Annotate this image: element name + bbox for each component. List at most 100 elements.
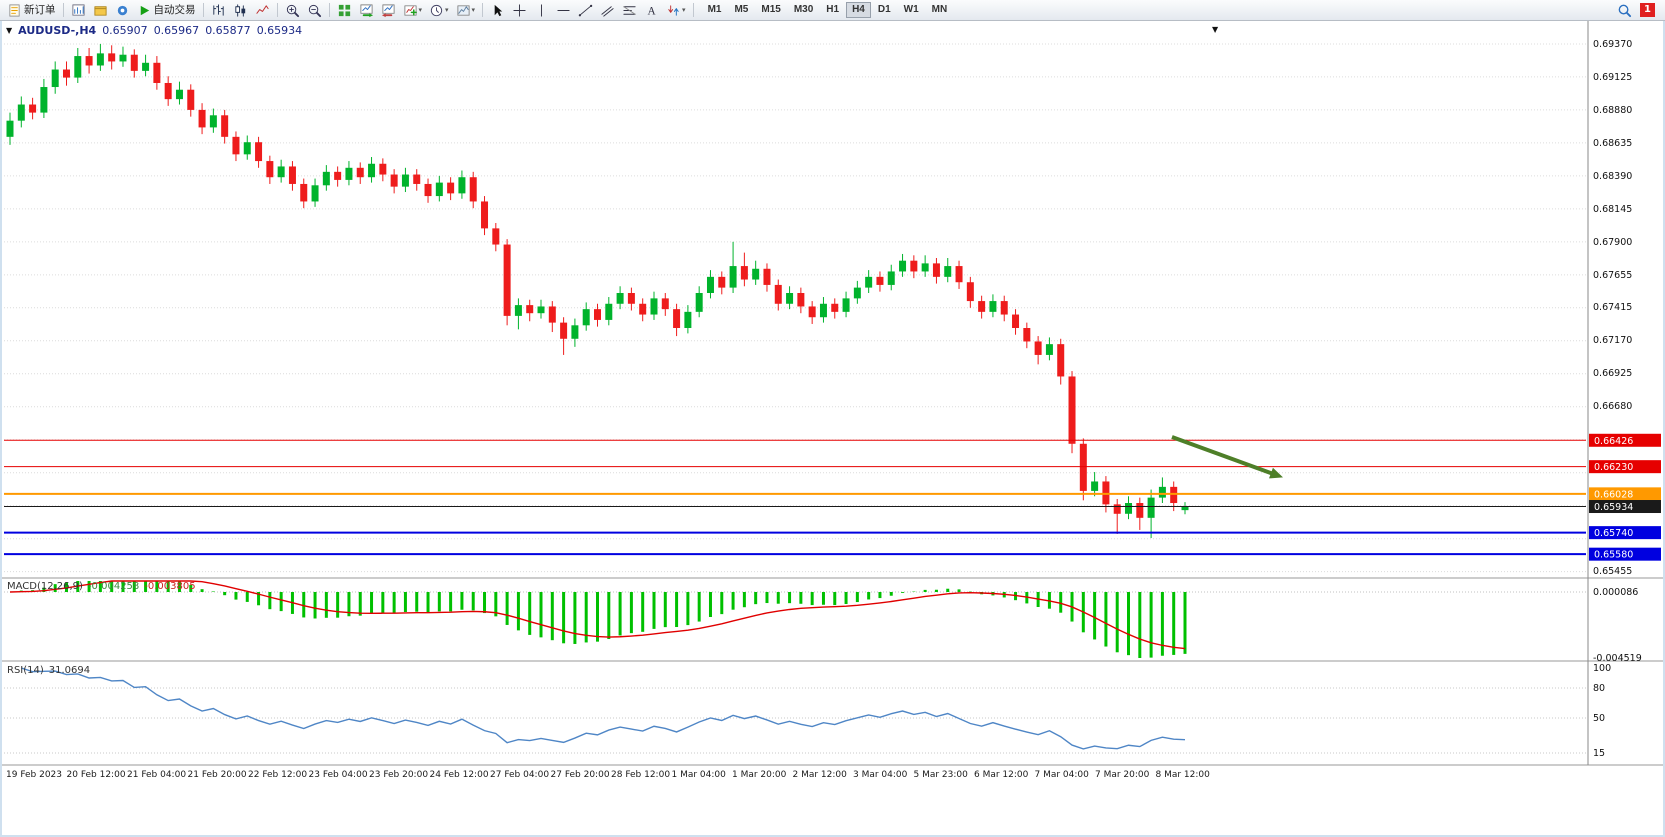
candle [345, 167, 353, 180]
timeframe-m5-button[interactable]: M5 [728, 2, 754, 18]
candle [865, 276, 873, 288]
candle [232, 136, 240, 155]
templates-caret-icon: ▾ [471, 7, 476, 14]
candle [639, 303, 647, 315]
time-label: 19 Feb 2023 [6, 770, 63, 780]
toolbar-separator [692, 3, 694, 17]
arrows-icon [666, 3, 681, 18]
toolbar-horizontal-line-button[interactable] [553, 1, 574, 19]
candle [164, 82, 172, 100]
toolbar-candlestick-chart-button[interactable] [230, 1, 251, 19]
candle [786, 292, 794, 304]
toolbar-tile-windows-button[interactable] [334, 1, 355, 19]
candle [944, 266, 952, 277]
time-label: 5 Mar 23:00 [913, 770, 968, 780]
macd-panel: 0.000086 -0.004519 [4, 580, 1642, 664]
high-value: 0.65967 [153, 24, 200, 37]
trend-arrow[interactable] [1171, 435, 1283, 479]
candle [594, 309, 601, 320]
rsi-value: 31.0694 [48, 665, 91, 676]
time-label: 27 Feb 04:00 [490, 770, 550, 780]
toolbar-separator [482, 3, 484, 17]
rsi-level-label: 15 [1593, 748, 1605, 759]
candle [752, 268, 760, 280]
toolbar-separator [62, 3, 64, 17]
candle [955, 266, 963, 283]
candle [605, 303, 613, 320]
toolbar-fibonacci-button[interactable] [619, 1, 640, 19]
main-toolbar: 新订单 自动交易 ▾ ▾ ▾ A ▾ M1 M5 M15 M30 H1 H4 D1 W1 MN 1 [0, 0, 1665, 21]
candle [627, 292, 635, 304]
candle [684, 311, 692, 329]
candle [1045, 344, 1053, 355]
chart-title: ▼ AUDUSD-,H4 0.65907 0.65967 0.65877 0.6… [6, 24, 302, 37]
equidistant-channel-icon [600, 3, 615, 18]
toolbar-auto-trading-button[interactable]: 自动交易 [134, 1, 199, 19]
chart-end-marker: ▼ [1212, 25, 1219, 34]
candle [108, 53, 116, 62]
toolbar-auto-scroll-button[interactable] [356, 1, 377, 19]
toolbar-profiles-button[interactable] [90, 1, 111, 19]
toolbar-line-chart-button[interactable] [252, 1, 273, 19]
timeframe-m30-button[interactable]: M30 [788, 2, 819, 18]
candle [153, 62, 161, 83]
timeframe-d1-button[interactable]: D1 [872, 2, 897, 18]
candle [379, 163, 387, 175]
timeframe-h1-button[interactable]: H1 [820, 2, 845, 18]
rsi-name: RSI(14) [7, 665, 44, 676]
toolbar-chart-shift-button[interactable] [378, 1, 399, 19]
time-label: 3 Mar 04:00 [853, 770, 908, 780]
price-chart[interactable]: 0.69370 0.69125 0.68880 0.68635 0.68390 0.681… [0, 20, 1665, 837]
timeframe-m15-button[interactable]: M15 [755, 2, 786, 18]
macd-label: MACD(12,26,9) -0.004258 -0.003805 [7, 581, 196, 592]
toolbar-new-chart-button[interactable] [68, 1, 89, 19]
close-value: 0.65934 [256, 24, 303, 37]
toolbar-search-button[interactable] [1614, 1, 1635, 19]
candle [1023, 328, 1031, 342]
toolbar-vertical-line-button[interactable] [531, 1, 552, 19]
toolbar-zoom-out-button[interactable] [304, 1, 325, 19]
toolbar-trendline-button[interactable] [575, 1, 596, 19]
toolbar-bar-chart-button[interactable] [208, 1, 229, 19]
time-axis[interactable]: 19 Feb 2023 20 Feb 12:00 21 Feb 04:00 21 Fe… [0, 767, 1591, 785]
timeframe-mn-button[interactable]: MN [926, 2, 954, 18]
candle [221, 115, 229, 137]
candle [1012, 314, 1020, 329]
candle [582, 309, 590, 326]
toolbar-arrows-button[interactable]: ▾ [663, 1, 689, 19]
notification-badge[interactable]: 1 [1640, 3, 1655, 17]
profiles-icon [93, 3, 108, 18]
price-badge-label: 0.66426 [1594, 436, 1633, 447]
zoom-in-icon [285, 3, 300, 18]
toolbar-text-button[interactable]: A [641, 1, 662, 19]
toolbar-crosshair-button[interactable] [509, 1, 530, 19]
toolbar-cursor-button[interactable] [487, 1, 508, 19]
symbol-dropdown-icon[interactable]: ▼ [6, 26, 13, 35]
text-icon: A [644, 3, 659, 18]
toolbar-zoom-in-button[interactable] [282, 1, 303, 19]
auto-scroll-icon [359, 3, 374, 18]
toolbar-templates-button[interactable]: ▾ [453, 1, 479, 19]
fibonacci-icon [622, 3, 637, 18]
timeframe-h4-button[interactable]: H4 [846, 2, 871, 18]
candle [435, 182, 443, 197]
timeframe-w1-button[interactable]: W1 [898, 2, 925, 18]
candle [978, 301, 986, 312]
toolbar-new-order-button[interactable]: 新订单 [4, 1, 59, 19]
timeframe-group: M1 M5 M15 M30 H1 H4 D1 W1 MN [702, 2, 954, 18]
candle [1125, 503, 1133, 514]
timeframe-m1-button[interactable]: M1 [702, 2, 728, 18]
toolbar-equidistant-channel-button[interactable] [597, 1, 618, 19]
candle [198, 109, 206, 128]
rsi-level-label: 50 [1593, 713, 1605, 724]
toolbar-indicators-button[interactable]: ▾ [400, 1, 426, 19]
candle [62, 69, 70, 78]
candle [661, 298, 669, 310]
toolbar-periods-button[interactable]: ▾ [426, 1, 452, 19]
toolbar-alerts-button[interactable] [112, 1, 133, 19]
periods-caret-icon: ▾ [445, 7, 449, 14]
price-axis[interactable]: 0.69370 0.69125 0.68880 0.68635 0.68390 0.681… [1587, 20, 1632, 765]
candle [740, 266, 748, 280]
time-label: 7 Mar 04:00 [1034, 770, 1089, 780]
price-badge-label: 0.66028 [1594, 489, 1633, 500]
